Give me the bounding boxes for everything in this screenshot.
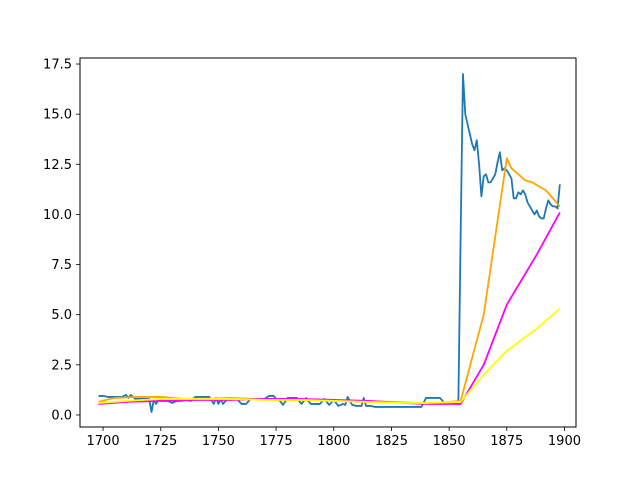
x-tick-label: 1850 [433, 434, 466, 449]
y-tick-label: 2.5 [51, 358, 72, 373]
axis-ticks: 1700 1725 1750 1775 1800 1825 1850 1875 1900 0.0 2… [43, 58, 581, 449]
x-tick-label: 1800 [317, 434, 350, 449]
x-tick-label: 1775 [260, 434, 293, 449]
series-line-3 [98, 211, 561, 405]
x-tick-label: 1875 [490, 434, 523, 449]
series-layer [98, 73, 561, 413]
x-tick-label: 1900 [548, 434, 581, 449]
plot-area-frame [79, 57, 577, 428]
y-tick-label: 15.0 [43, 108, 72, 123]
y-tick-label: 0.0 [51, 408, 72, 423]
y-tick-label: 7.5 [51, 258, 72, 273]
y-tick-label: 17.5 [43, 58, 72, 73]
x-tick-label: 1725 [144, 434, 177, 449]
y-tick-label: 12.5 [43, 158, 72, 173]
y-tick-label: 5.0 [51, 308, 72, 323]
y-tick-label: 10.0 [43, 208, 72, 223]
x-tick-label: 1825 [375, 434, 408, 449]
series-line-4 [98, 308, 561, 404]
x-tick-label: 1700 [87, 434, 120, 449]
x-tick-label: 1750 [202, 434, 235, 449]
